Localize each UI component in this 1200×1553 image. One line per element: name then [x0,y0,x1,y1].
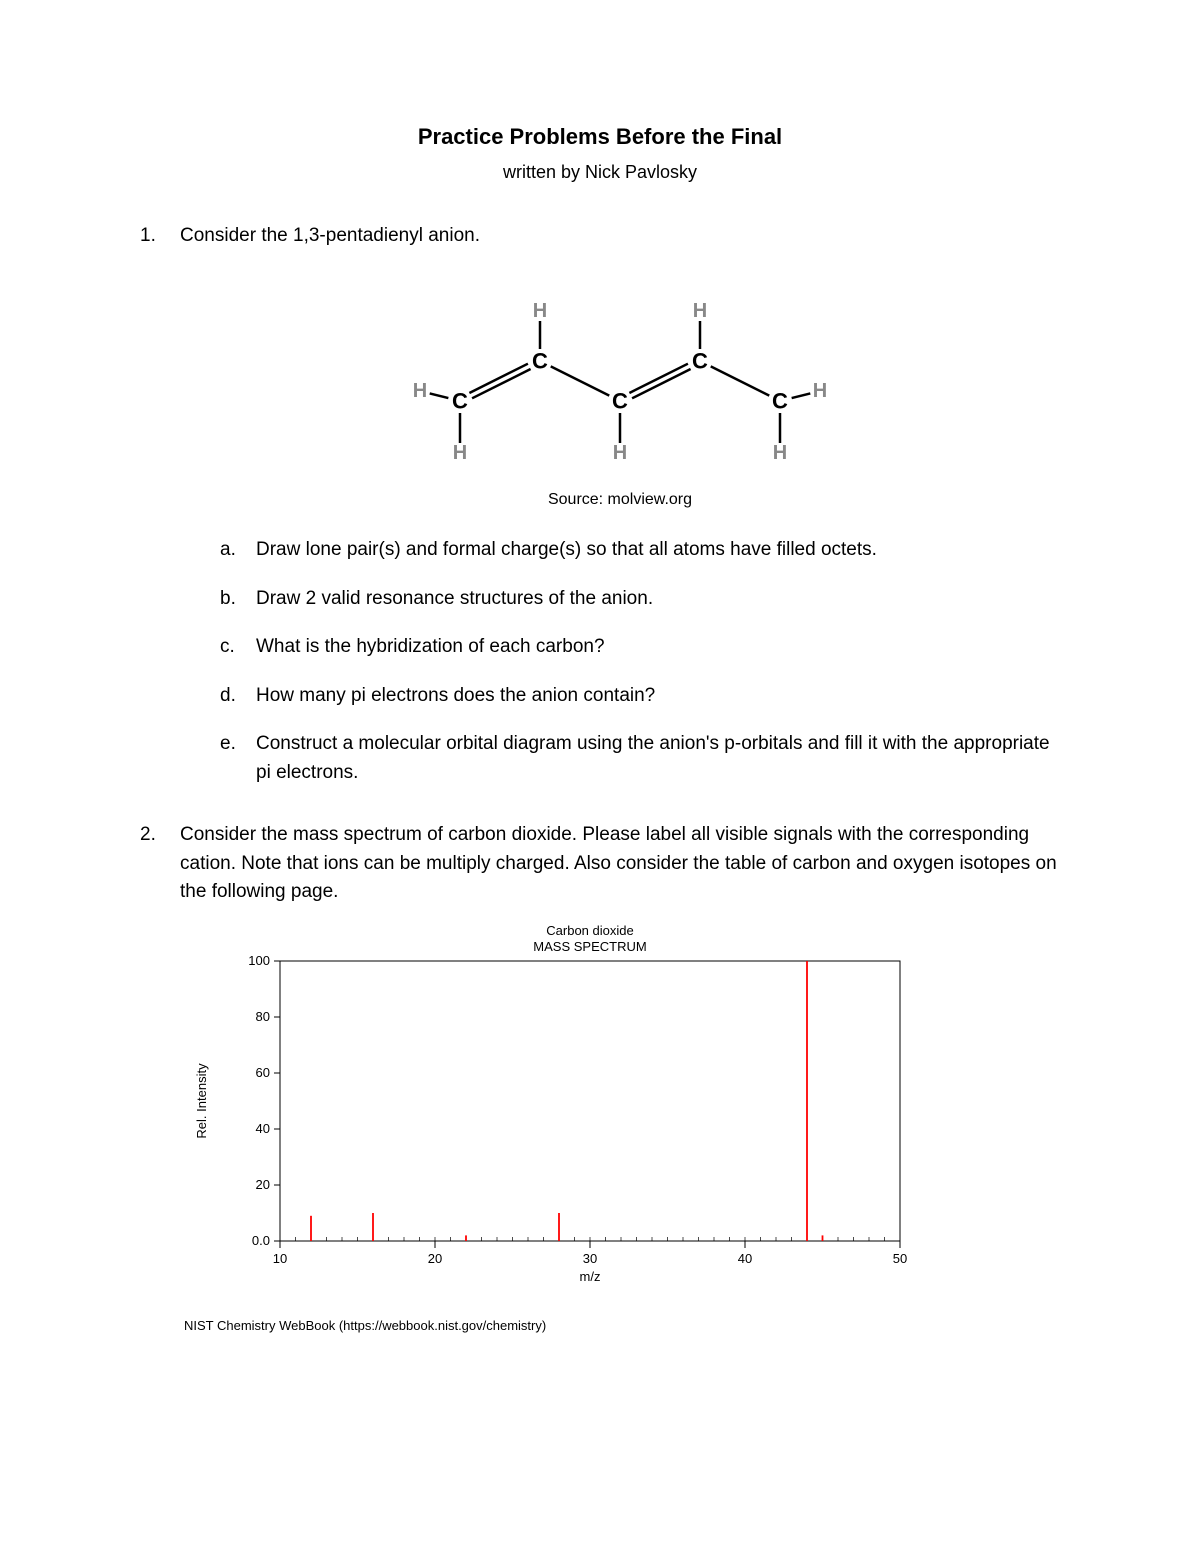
q1-b: b. Draw 2 valid resonance structures of … [220,585,1060,614]
svg-text:10: 10 [273,1251,287,1266]
svg-text:C: C [452,388,468,413]
q1-number: 1. [140,222,166,807]
q1-e: e. Construct a molecular orbital diagram… [220,730,1060,787]
svg-text:H: H [613,442,627,464]
q1-e-letter: e. [220,730,242,787]
svg-text:30: 30 [583,1251,597,1266]
svg-text:m/z: m/z [580,1269,601,1284]
svg-text:50: 50 [893,1251,907,1266]
svg-text:80: 80 [256,1009,270,1024]
q1-b-letter: b. [220,585,242,614]
svg-text:H: H [773,442,787,464]
svg-text:C: C [692,348,708,373]
q1-c: c. What is the hybridization of each car… [220,633,1060,662]
q1-c-letter: c. [220,633,242,662]
q1-a-text: Draw lone pair(s) and formal charge(s) s… [256,536,877,565]
q1-a-letter: a. [220,536,242,565]
svg-text:H: H [413,380,427,402]
q1-a: a. Draw lone pair(s) and formal charge(s… [220,536,1060,565]
svg-text:H: H [453,442,467,464]
svg-text:Rel. Intensity: Rel. Intensity [194,1062,209,1138]
svg-text:MASS SPECTRUM: MASS SPECTRUM [533,939,646,954]
q1-sublist: a. Draw lone pair(s) and formal charge(s… [180,536,1060,787]
svg-text:C: C [612,388,628,413]
q1-d-letter: d. [220,682,242,711]
page-subtitle: written by Nick Pavlosky [140,159,1060,186]
molecule-svg: H H H H H H H C C C C C [400,271,840,471]
molecule-diagram: H H H H H H H C C C C C [180,271,1060,481]
spectrum-svg: Carbon dioxideMASS SPECTRUM 0.0 20 40 60 80 10… [180,921,940,1301]
q1-b-text: Draw 2 valid resonance structures of the… [256,585,653,614]
q1-prompt: Consider the 1,3-pentadienyl anion. [180,222,1060,251]
q1-e-text: Construct a molecular orbital diagram us… [256,730,1060,787]
svg-text:Carbon dioxide: Carbon dioxide [546,923,633,938]
page-title: Practice Problems Before the Final [140,120,1060,153]
svg-text:20: 20 [256,1177,270,1192]
svg-text:20: 20 [428,1251,442,1266]
svg-text:C: C [532,348,548,373]
svg-text:0.0: 0.0 [252,1233,270,1248]
svg-text:H: H [693,300,707,322]
question-1: 1. Consider the 1,3-pentadienyl anion. H… [140,222,1060,807]
svg-text:H: H [533,300,547,322]
question-2: 2. Consider the mass spectrum of carbon … [140,821,1060,907]
mass-spectrum-chart: Carbon dioxideMASS SPECTRUM 0.0 20 40 60 80 10… [180,921,1060,1311]
svg-text:40: 40 [738,1251,752,1266]
svg-text:60: 60 [256,1065,270,1080]
svg-text:C: C [772,388,788,413]
q1-c-text: What is the hybridization of each carbon… [256,633,605,662]
svg-text:40: 40 [256,1121,270,1136]
q2-number: 2. [140,821,166,907]
svg-text:100: 100 [248,953,270,968]
q1-d-text: How many pi electrons does the anion con… [256,682,655,711]
svg-text:H: H [813,380,827,402]
q2-prompt: Consider the mass spectrum of carbon dio… [180,821,1060,907]
molecule-caption: Source: molview.org [180,488,1060,512]
q1-d: d. How many pi electrons does the anion … [220,682,1060,711]
spectrum-source: NIST Chemistry WebBook (https://webbook.… [184,1316,1060,1336]
